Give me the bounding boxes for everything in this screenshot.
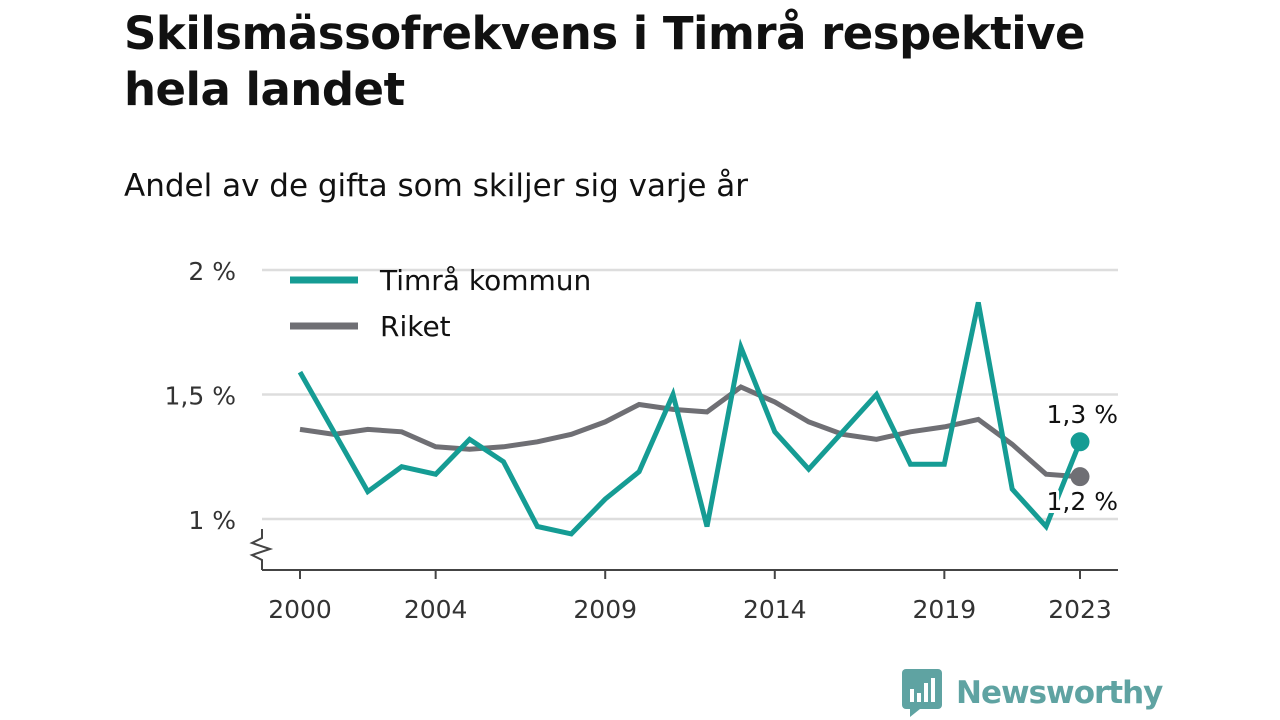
x-tick-label: 2000 bbox=[268, 595, 332, 624]
end-label-timra: 1,3 % bbox=[1047, 400, 1118, 429]
brand: Newsworthy bbox=[902, 668, 1163, 718]
chart-subtitle: Andel av de gifta som skiljer sig varje … bbox=[124, 168, 748, 204]
x-tick-label: 2014 bbox=[743, 595, 807, 624]
x-tick-label: 2023 bbox=[1048, 595, 1112, 624]
legend-label-timra: Timrå kommun bbox=[379, 264, 591, 297]
end-label-riket: 1,2 % bbox=[1047, 487, 1118, 516]
x-tick-label: 2019 bbox=[913, 595, 977, 624]
newsworthy-logo-icon bbox=[902, 669, 942, 717]
y-tick-label: 1,5 % bbox=[165, 382, 236, 411]
axis-break bbox=[249, 529, 274, 570]
end-point-timra bbox=[1070, 432, 1090, 452]
chart-title: Skilsmässofrekvens i Timrå respektive he… bbox=[124, 7, 1086, 116]
y-tick-label: 2 % bbox=[188, 257, 236, 286]
series-line-timra bbox=[297, 301, 1083, 537]
end-point-riket bbox=[1070, 467, 1090, 487]
brand-name: Newsworthy bbox=[956, 675, 1163, 711]
legend-label-riket: Riket bbox=[380, 310, 451, 343]
x-tick-label: 2004 bbox=[404, 595, 468, 624]
y-tick-label: 1 % bbox=[188, 506, 236, 535]
x-tick-label: 2009 bbox=[573, 595, 637, 624]
